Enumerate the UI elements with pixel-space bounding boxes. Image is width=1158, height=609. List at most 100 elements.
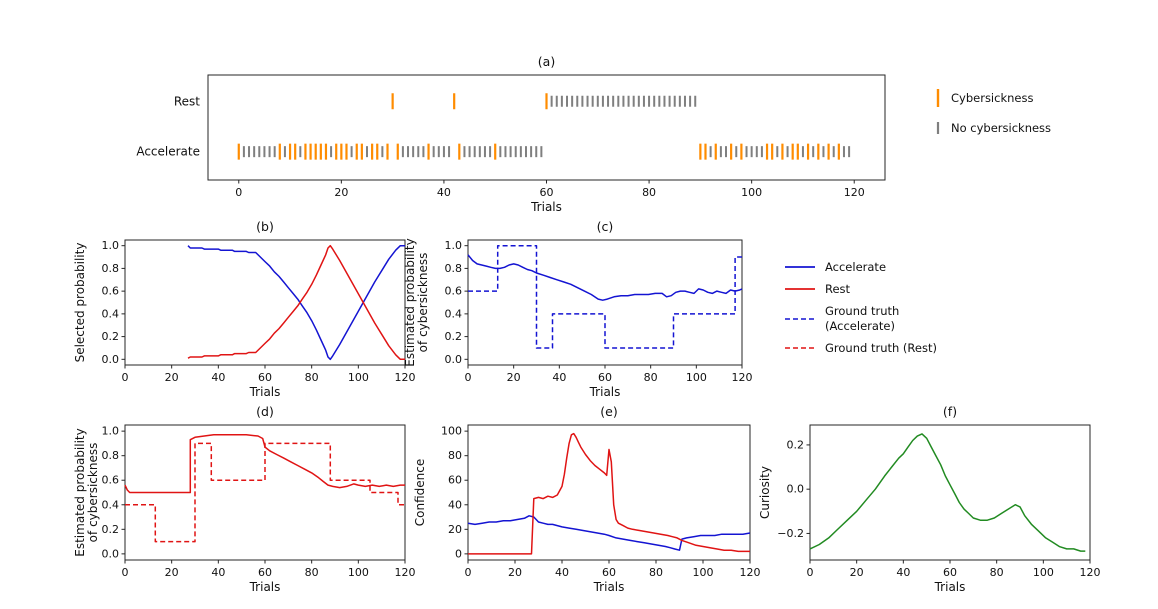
y-tick-label: 40	[448, 498, 462, 511]
y-axis-label: Confidence	[413, 459, 427, 526]
panel-title: (c)	[597, 219, 614, 234]
panel-title: (a)	[538, 54, 555, 69]
series-ground-truth-rest-	[125, 442, 405, 543]
x-axis-label: Trials	[934, 580, 966, 594]
y-axis-label: Estimated probability	[403, 238, 417, 366]
y-tick-label: 0.2	[102, 523, 120, 536]
y-tick-label: 0.2	[445, 330, 463, 343]
x-tick-label: 40	[555, 566, 569, 579]
y-tick-label: 0.6	[102, 474, 120, 487]
legend-entry-ground-truth-accelerate: Ground truth (Accelerate)	[783, 304, 937, 334]
x-tick-label: 20	[165, 566, 179, 579]
y-tick-label: 100	[441, 425, 462, 438]
x-tick-label: 80	[649, 566, 663, 579]
panel-f-chart: (f) 0 20 40 60 80 100 120 Trials −0.2 0.0 0.2 Curios…	[758, 405, 1101, 594]
x-axis-label: Trials	[530, 200, 562, 214]
x-tick-label: 40	[552, 371, 566, 384]
row-label-accelerate: Accelerate	[136, 145, 200, 159]
y-tick-label: 0.0	[102, 353, 120, 366]
y-tick-label: 0.6	[445, 285, 463, 298]
y-tick-label: 0.4	[102, 307, 120, 320]
x-tick-label: 20	[850, 566, 864, 579]
x-axis-label: Trials	[249, 385, 281, 399]
y-tick-label: 1.0	[445, 239, 463, 252]
legend-a-entry-cybersickness: Cybersickness	[933, 88, 1051, 108]
x-tick-label: 0	[465, 371, 472, 384]
series-rest	[124, 434, 405, 494]
y-tick-label: −0.2	[777, 527, 804, 540]
x-tick-label: 0	[235, 186, 242, 199]
y-tick-label: 1.0	[102, 425, 120, 438]
x-tick-label: 100	[693, 566, 714, 579]
y-tick-label: 80	[448, 449, 462, 462]
x-tick-label: 40	[211, 371, 225, 384]
y-tick-label: 0.8	[102, 262, 120, 275]
x-tick-label: 120	[740, 566, 761, 579]
y-axis-label: of cybersickness	[416, 253, 430, 353]
y-tick-label: 0.4	[102, 498, 120, 511]
panel-c-chart: (c) 0 20 40 60 80 100 120 Trials 0.0 0.2 0.4 0.6 0.8 1…	[403, 219, 753, 399]
rest-line-icon	[785, 288, 815, 291]
legend-a: Cybersickness No cybersickness	[933, 88, 1051, 138]
x-tick-label: 120	[1080, 566, 1101, 579]
x-tick-label: 100	[348, 566, 369, 579]
accelerate-line-icon	[785, 266, 815, 269]
panel-b-chart: (b) 0 20 40 60 80 100 120 Trials 0.0 0.2 0.4 0.6 0.8 1…	[73, 219, 416, 399]
panel-a-chart: (a) 0 20 40 60 80 100 120 Trials Rest Accelerate	[136, 54, 886, 214]
legend-main: Accelerate Rest Ground truth (Accelerate…	[783, 260, 937, 356]
y-axis-label: Estimated probability	[73, 428, 87, 556]
legend-label-ground-truth-accelerate: Ground truth (Accelerate)	[825, 303, 900, 333]
panel-title: (f)	[943, 405, 957, 419]
x-tick-label: 100	[686, 371, 707, 384]
legend-entry-ground-truth-rest: Ground truth (Rest)	[783, 341, 937, 356]
y-tick-label: 0.6	[102, 285, 120, 298]
row-label-rest: Rest	[174, 94, 200, 108]
panel-e-chart: (e) 0 20 40 60 80 100 120 Trials 0 20 40 60 80 100 Conf…	[413, 405, 761, 594]
legend-label-rest: Rest	[825, 281, 851, 296]
x-tick-label: 120	[395, 566, 416, 579]
y-tick-label: 60	[448, 474, 462, 487]
x-tick-label: 60	[602, 566, 616, 579]
series-accelerate	[467, 515, 751, 551]
x-tick-label: 40	[437, 186, 451, 199]
x-tick-label: 40	[896, 566, 910, 579]
x-tick-label: 100	[741, 186, 762, 199]
x-tick-label: 120	[395, 371, 416, 384]
x-tick-label: 0	[807, 566, 814, 579]
x-tick-label: 120	[844, 186, 865, 199]
x-tick-label: 60	[943, 566, 957, 579]
y-tick-label: 1.0	[102, 239, 120, 252]
y-tick-label: 0.2	[787, 438, 805, 451]
legend-a-entry-no-cybersickness: No cybersickness	[933, 118, 1051, 138]
legend-a-label-no-cybersickness: No cybersickness	[951, 120, 1052, 135]
panel-title: (d)	[256, 405, 274, 419]
x-tick-label: 60	[598, 371, 612, 384]
series-rest	[187, 244, 405, 361]
legend-label-accelerate: Accelerate	[825, 260, 887, 274]
y-tick-label: 0.4	[445, 307, 463, 320]
series-accelerate	[187, 244, 405, 361]
y-axis-label: Selected probability	[73, 243, 87, 363]
no-cybersickness-tick-icon	[936, 122, 940, 134]
series-curiosity	[809, 433, 1086, 552]
x-axis-label: Trials	[589, 385, 621, 399]
x-tick-label: 80	[305, 566, 319, 579]
x-tick-label: 0	[122, 371, 129, 384]
panel-d-chart: (d) 0 20 40 60 80 100 120 Trials 0.0 0.2 0.4 0.6 0.8 1…	[73, 405, 416, 594]
legend-entry-accelerate: Accelerate	[783, 260, 937, 275]
x-tick-label: 20	[165, 371, 179, 384]
x-tick-label: 60	[540, 186, 554, 199]
x-tick-label: 80	[990, 566, 1004, 579]
series-ground-truth-accelerate-	[468, 244, 742, 349]
series-accelerate	[467, 254, 743, 301]
y-tick-label: 0.8	[445, 262, 463, 275]
x-tick-label: 20	[334, 186, 348, 199]
x-tick-label: 120	[732, 371, 753, 384]
legend-label-ground-truth-rest: Ground truth (Rest)	[825, 340, 937, 355]
plot-frame	[467, 424, 751, 561]
cybersickness-tick-icon	[936, 89, 940, 107]
x-tick-label: 80	[644, 371, 658, 384]
y-tick-label: 0.0	[787, 483, 805, 496]
x-tick-label: 100	[1033, 566, 1054, 579]
